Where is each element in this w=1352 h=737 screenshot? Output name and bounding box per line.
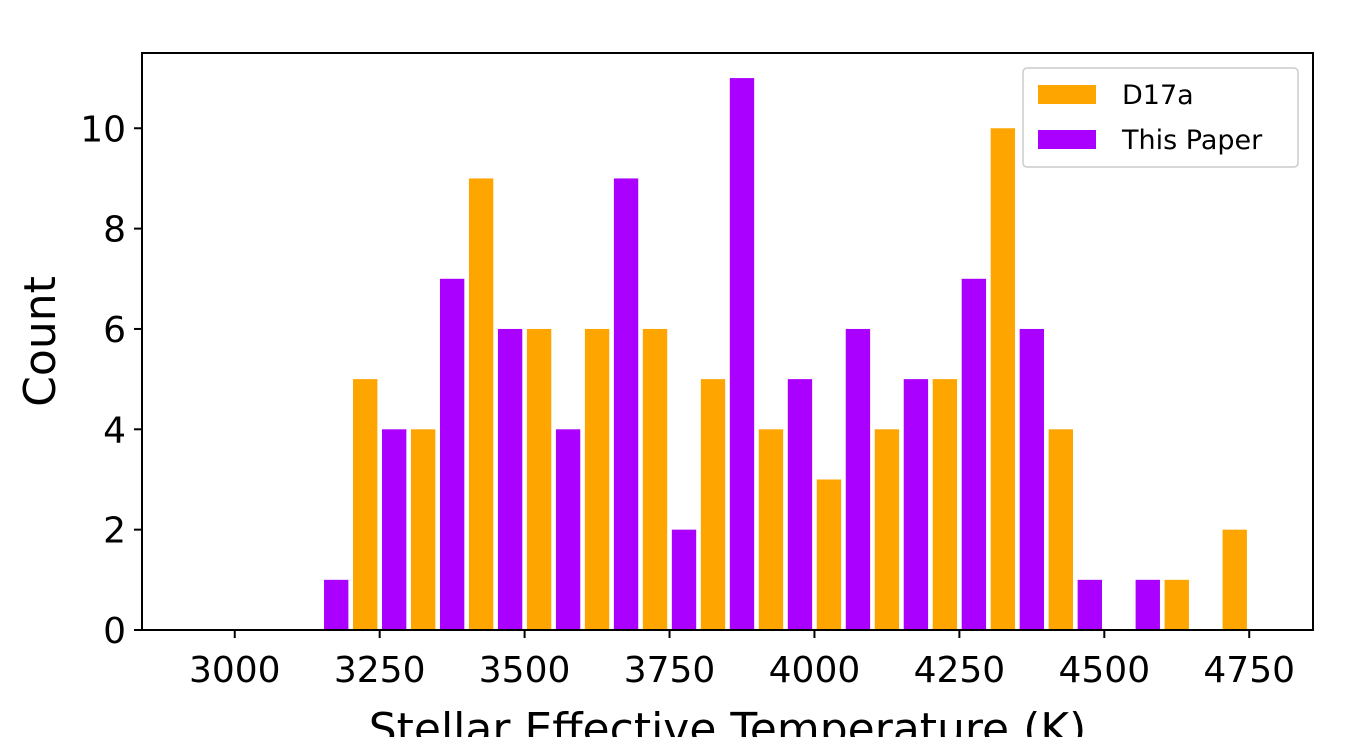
bar-d17a-3425: [468, 178, 494, 630]
bar-d17a-4325: [990, 128, 1016, 630]
bar-this-paper-3475: [497, 328, 523, 630]
bar-d17a-3625: [584, 328, 610, 630]
bar-this-paper-3175: [324, 579, 349, 630]
legend-swatch: [1038, 130, 1096, 149]
bar-this-paper-3975: [787, 379, 813, 630]
x-axis-title: Stellar Effective Temperature (K): [369, 704, 1087, 737]
y-tick-label: 6: [103, 310, 126, 351]
y-tick-label: 10: [80, 109, 126, 150]
bar-this-paper-4475: [1077, 579, 1102, 630]
legend-label: D17a: [1122, 80, 1194, 111]
y-axis-title: Count: [15, 276, 66, 407]
bar-d17a-3225: [353, 379, 378, 630]
legend-label: This Paper: [1121, 125, 1263, 156]
bar-d17a-4425: [1048, 429, 1074, 630]
bar-d17a-4225: [932, 379, 958, 630]
legend: D17a This Paper: [1022, 67, 1299, 168]
plot-frame: [141, 52, 1314, 631]
x-axis: 3000 3250 3500 3750 4000 4250 4500 4750: [189, 630, 1295, 691]
bar-this-paper-3575: [555, 429, 581, 630]
y-tick-label: 8: [103, 210, 126, 251]
bar-this-paper-3775: [671, 529, 697, 630]
y-tick-label: 4: [103, 410, 126, 451]
bar-d17a-3725: [642, 328, 668, 630]
bar-this-paper-3675: [613, 178, 639, 630]
bar-this-paper-3875: [729, 78, 755, 630]
x-tick-label: 3000: [189, 650, 281, 691]
bar-d17a-4625: [1164, 579, 1189, 630]
x-tick-label: 4750: [1203, 650, 1295, 691]
bar-d17a-3525: [526, 328, 552, 630]
bar-this-paper-4275: [961, 278, 987, 630]
x-tick-label: 4500: [1058, 650, 1150, 691]
x-tick-label: 3750: [624, 650, 716, 691]
bars-layer: [324, 78, 1247, 630]
x-tick-label: 4250: [914, 650, 1006, 691]
bar-this-paper-4175: [903, 379, 929, 630]
bar-d17a-3825: [700, 379, 726, 630]
x-tick-label: 4000: [769, 650, 861, 691]
bar-d17a-4125: [874, 429, 900, 630]
bar-d17a-3325: [410, 429, 436, 630]
bar-d17a-4025: [816, 479, 842, 630]
y-axis: 0 2 4 6 8 10: [80, 109, 142, 652]
bar-this-paper-3275: [381, 429, 407, 630]
bar-this-paper-4575: [1135, 579, 1160, 630]
bar-d17a-4725: [1222, 529, 1247, 630]
legend-swatch: [1038, 85, 1096, 104]
bar-d17a-3925: [758, 429, 784, 630]
x-tick-label: 3250: [334, 650, 426, 691]
x-tick-label: 3500: [479, 650, 571, 691]
y-tick-label: 0: [103, 611, 126, 652]
bar-this-paper-3375: [439, 278, 465, 630]
y-tick-label: 2: [103, 511, 126, 552]
bar-this-paper-4075: [845, 328, 871, 630]
bar-this-paper-4375: [1019, 328, 1045, 630]
